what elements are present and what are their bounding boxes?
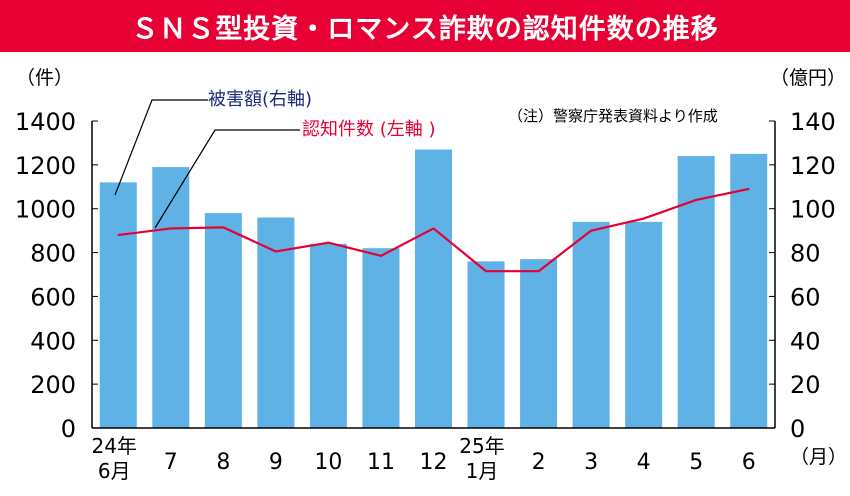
line-point-12 (695, 199, 697, 201)
line-point-1 (117, 234, 120, 236)
source-note: （注）警察庁発表資料より作成 (508, 107, 718, 125)
right-tick-label: 100 (790, 196, 836, 224)
left-tick-label: 1400 (15, 108, 76, 136)
right-tick-label: 140 (790, 108, 836, 136)
line-point-13 (747, 188, 750, 190)
title-bar: ＳＮＳ型投資・ロマンス詐欺の認知件数の推移 (0, 0, 850, 52)
line-point-8 (485, 270, 487, 273)
bar-13 (730, 153, 768, 428)
bar-9 (520, 259, 558, 428)
x-tick-label: 6 (742, 450, 756, 475)
right-tick-label: 60 (790, 283, 821, 311)
right-tick-label: 120 (790, 152, 836, 180)
x-tick-label: 9 (269, 450, 283, 475)
line-point-3 (222, 226, 225, 229)
line-point-6 (380, 255, 382, 257)
right-tick-label: 80 (790, 240, 821, 268)
left-axis-unit: （件） (16, 67, 73, 89)
bar-1 (99, 182, 137, 428)
x-tick-label: 25年 1月 (459, 434, 504, 483)
right-tick-label: 0 (790, 415, 805, 443)
line-point-2 (170, 227, 172, 230)
line-point-7 (432, 227, 435, 230)
left-tick-label: 0 (61, 415, 76, 443)
bar-callout-leader (114, 99, 208, 196)
x-tick-label: 8 (216, 450, 230, 475)
x-tick-label: 12 (420, 450, 448, 475)
bar-8 (467, 261, 505, 428)
line-point-4 (275, 250, 277, 253)
line-point-9 (537, 270, 540, 273)
x-tick-label: 7 (164, 450, 178, 475)
left-tick-label: 1200 (15, 152, 76, 180)
left-tick-label: 200 (30, 371, 76, 399)
x-tick-label: 2 (532, 450, 546, 475)
bar-5 (309, 243, 347, 428)
line-point-5 (327, 241, 330, 244)
x-tick-label: 11 (367, 450, 395, 475)
chart-title: ＳＮＳ型投資・ロマンス詐欺の認知件数の推移 (131, 13, 719, 45)
bar-12 (677, 156, 715, 429)
line-callout-leader (154, 129, 300, 229)
bar-2 (152, 167, 190, 429)
x-axis-unit: （月） (790, 446, 847, 468)
bar-10 (572, 221, 610, 428)
line-point-10 (590, 229, 592, 232)
right-axis-unit: （億円） (770, 67, 846, 89)
right-tick-label: 20 (790, 371, 821, 399)
x-tick-label: 5 (689, 450, 703, 475)
x-tick-label: 4 (637, 450, 651, 475)
right-tick-label: 40 (790, 327, 821, 355)
bar-6 (362, 248, 400, 428)
bar-callout-label: 被害額(右軸) (208, 89, 312, 110)
left-tick-label: 800 (30, 240, 76, 268)
bar-7 (415, 149, 452, 428)
line-callout-label: 認知件数 (左軸 ) (302, 119, 436, 140)
x-tick-label: 24年 6月 (92, 434, 137, 483)
bar-11 (625, 221, 663, 428)
x-tick-label: 3 (584, 450, 598, 475)
bar-3 (204, 213, 242, 428)
left-tick-label: 400 (30, 327, 76, 355)
left-tick-label: 1000 (15, 196, 76, 224)
x-tick-label: 10 (314, 450, 342, 475)
left-tick-label: 600 (30, 283, 76, 311)
line-point-11 (642, 217, 645, 220)
